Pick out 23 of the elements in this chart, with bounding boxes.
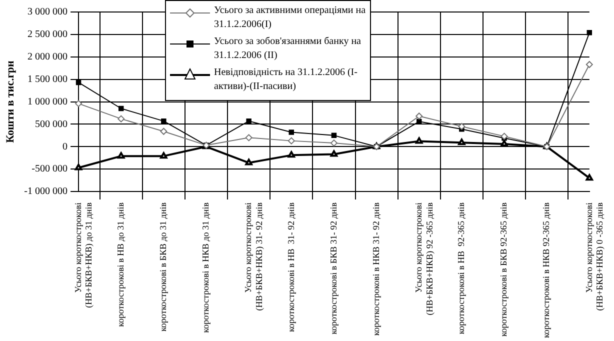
x-tick-label: короткострокові в НВ 31- 92 днів (286, 202, 296, 332)
y-tick-label: -500 000 (32, 164, 68, 175)
y-tick-label: -1 000 000 (24, 186, 68, 198)
x-tick-label: короткострокові в НКВ 31- 92 днів (370, 202, 381, 336)
x-tick-label: короткострокові в НВ 92-365 днів (456, 202, 466, 334)
x-tick-label: короткострокові в БКВ 31- 92 днів (328, 202, 338, 334)
x-tick-label: короткострокові в БКВ 92-365 днів (498, 202, 509, 337)
x-tick-label: короткострокові в НКВ до 31 днів (200, 202, 211, 333)
legend-label: Усього за активними операціями на 31.1.2.2006(I) (214, 4, 366, 32)
y-tick-label: 2 000 000 (28, 52, 68, 63)
y-tick-label: 1 000 000 (28, 96, 68, 108)
legend-label: Усього за зобов'язаннями банку на 31.1.2.2006 (II) (214, 35, 362, 63)
y-tick-label: 1 500 000 (28, 74, 68, 85)
x-tick-label: короткострокові в НВ до 31 днів (115, 202, 126, 327)
legend-label: Невідповідність на 31.1.2.2006 (I- активи)-(II-пасиви) (214, 66, 358, 94)
y-tick-label: 500 000 (35, 118, 68, 130)
y-tick-label: 3 000 000 (28, 6, 68, 18)
x-tick-label: короткострокові в НКВ 92-365 днів (541, 202, 552, 338)
x-tick-label: короткострокові в БКВ до 31 днів (158, 202, 168, 332)
y-tick-label: 2 500 000 (28, 29, 68, 40)
y-axis-title: Кошти в тис.грн (4, 60, 16, 143)
y-tick-label: 0 (62, 141, 68, 152)
x-tick-label: Усього короткострокові (НВ+БКВ+НКВ) до 31 днів (72, 202, 94, 308)
